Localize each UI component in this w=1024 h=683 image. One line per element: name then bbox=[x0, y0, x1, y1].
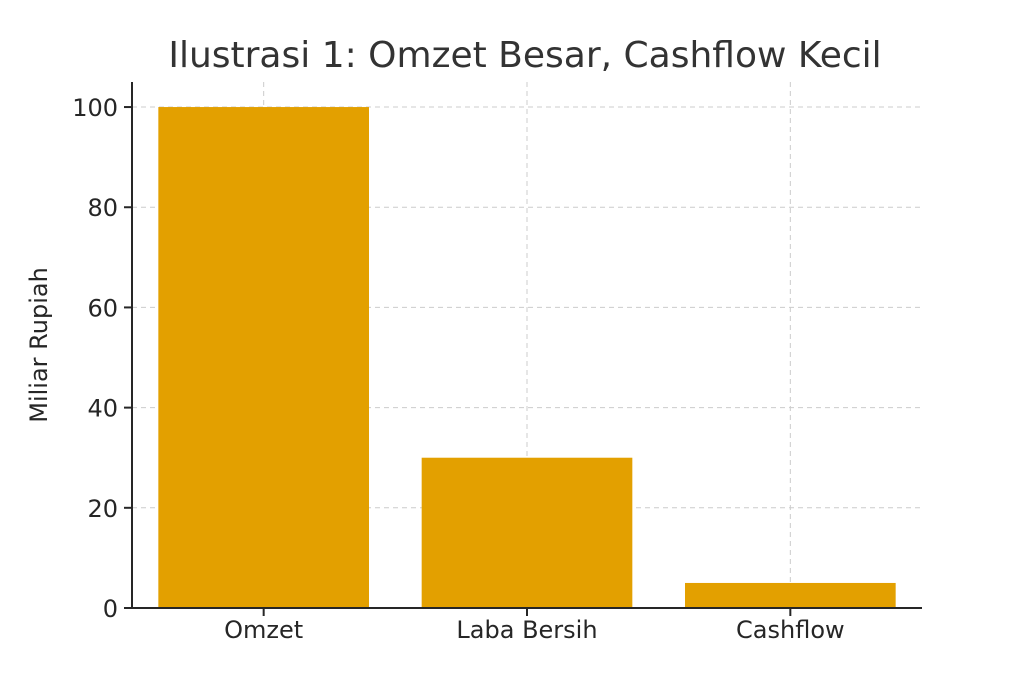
bars bbox=[158, 107, 896, 609]
y-tick-label: 100 bbox=[72, 94, 118, 122]
x-tick-label: Cashflow bbox=[736, 616, 845, 644]
y-tick-label: 60 bbox=[87, 294, 118, 322]
bar-cashflow bbox=[685, 582, 896, 608]
bar-omzet bbox=[158, 107, 369, 609]
chart-title: Ilustrasi 1: Omzet Besar, Cashflow Kecil bbox=[168, 35, 881, 76]
x-tick-label: Omzet bbox=[224, 616, 303, 644]
tick-labels: 0 20 40 60 80 100 Omzet Laba Bersih Cashflow bbox=[72, 94, 844, 644]
y-tick-label: 40 bbox=[87, 395, 118, 423]
y-axis-label: Miliar Rupiah bbox=[25, 267, 53, 423]
bar-laba-bersih bbox=[421, 457, 633, 608]
y-tick-label: 20 bbox=[87, 495, 118, 523]
y-tick-label: 0 bbox=[103, 595, 118, 623]
y-tick-label: 80 bbox=[87, 194, 118, 222]
x-tick-label: Laba Bersih bbox=[456, 616, 597, 644]
